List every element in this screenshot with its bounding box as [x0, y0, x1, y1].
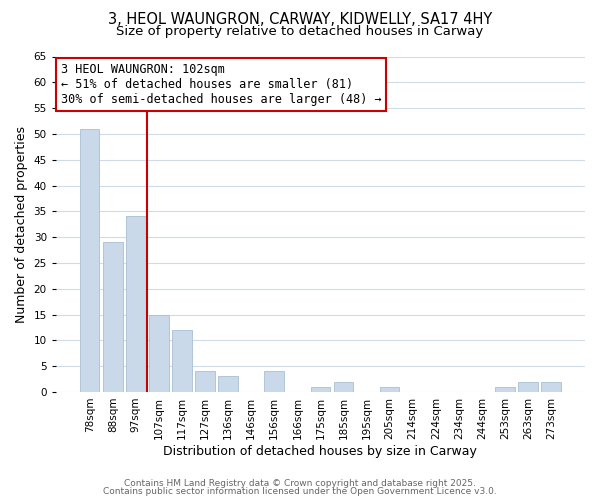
Text: Size of property relative to detached houses in Carway: Size of property relative to detached ho… — [116, 25, 484, 38]
Bar — [495, 387, 515, 392]
Text: Contains HM Land Registry data © Crown copyright and database right 2025.: Contains HM Land Registry data © Crown c… — [124, 478, 476, 488]
X-axis label: Distribution of detached houses by size in Carway: Distribution of detached houses by size … — [163, 444, 478, 458]
Bar — [380, 387, 400, 392]
Bar — [541, 382, 561, 392]
Bar — [80, 129, 100, 392]
Bar — [126, 216, 146, 392]
Bar — [334, 382, 353, 392]
Text: 3 HEOL WAUNGRON: 102sqm
← 51% of detached houses are smaller (81)
30% of semi-de: 3 HEOL WAUNGRON: 102sqm ← 51% of detache… — [61, 63, 382, 106]
Bar — [103, 242, 122, 392]
Bar — [172, 330, 192, 392]
Y-axis label: Number of detached properties: Number of detached properties — [15, 126, 28, 322]
Bar — [265, 372, 284, 392]
Text: Contains public sector information licensed under the Open Government Licence v3: Contains public sector information licen… — [103, 487, 497, 496]
Bar — [149, 314, 169, 392]
Bar — [518, 382, 538, 392]
Bar — [195, 372, 215, 392]
Bar — [311, 387, 330, 392]
Bar — [218, 376, 238, 392]
Text: 3, HEOL WAUNGRON, CARWAY, KIDWELLY, SA17 4HY: 3, HEOL WAUNGRON, CARWAY, KIDWELLY, SA17… — [108, 12, 492, 28]
